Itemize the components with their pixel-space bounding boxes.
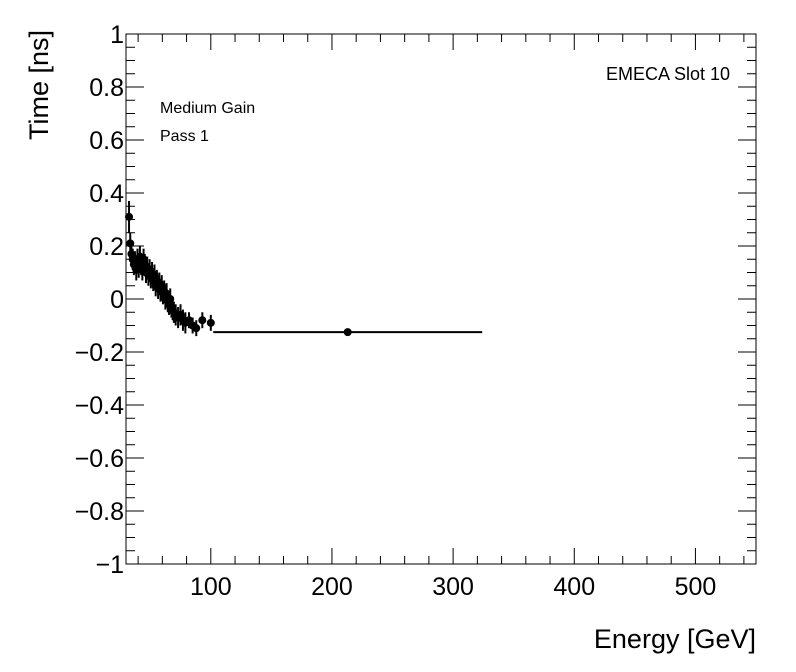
- y-tick-label: −0.6: [75, 445, 124, 473]
- x-tick-label: 300: [432, 573, 474, 601]
- y-tick-label: 0.4: [89, 180, 124, 208]
- y-tick-label: −0.4: [75, 392, 124, 420]
- x-tick-label: 400: [553, 573, 595, 601]
- data-point: [206, 314, 215, 331]
- label-gain: Medium Gain: [160, 100, 255, 117]
- y-tick-label: 0: [110, 286, 124, 314]
- y-tick-label: 0.8: [89, 74, 124, 102]
- data-point: [213, 328, 483, 337]
- data-marker: [125, 212, 134, 221]
- y-tick-label: 0.6: [89, 127, 124, 155]
- x-tick-label: 200: [311, 573, 353, 601]
- y-tick-label: −0.8: [75, 498, 124, 526]
- y-tick-label: 0.2: [89, 233, 124, 261]
- data-point: [125, 200, 134, 233]
- data-marker: [206, 318, 215, 327]
- data-marker: [192, 324, 201, 333]
- label-right: EMECA Slot 10: [606, 64, 730, 84]
- plot-frame: [125, 33, 757, 565]
- data-point: [198, 312, 207, 329]
- x-tick-label: 500: [675, 573, 717, 601]
- data-marker: [343, 328, 352, 337]
- x-axis-title: Energy [GeV]: [594, 624, 756, 654]
- data-marker: [198, 316, 207, 325]
- y-axis-title: Time [ns]: [24, 30, 54, 140]
- axis-ticks: [126, 33, 756, 565]
- tick-labels: 100 200 300 400 500 −1 −0.8 −0.6 −0.4 −0.2 0 0.2 0.4…: [75, 21, 717, 601]
- x-tick-label: 100: [190, 573, 232, 601]
- label-pass: Pass 1: [160, 128, 209, 145]
- y-tick-label: 1: [110, 21, 124, 49]
- data-point: [192, 320, 201, 337]
- y-tick-label: −1: [95, 551, 124, 579]
- data-marker: [126, 239, 135, 248]
- y-tick-label: −0.2: [75, 339, 124, 367]
- data-points: [125, 200, 483, 337]
